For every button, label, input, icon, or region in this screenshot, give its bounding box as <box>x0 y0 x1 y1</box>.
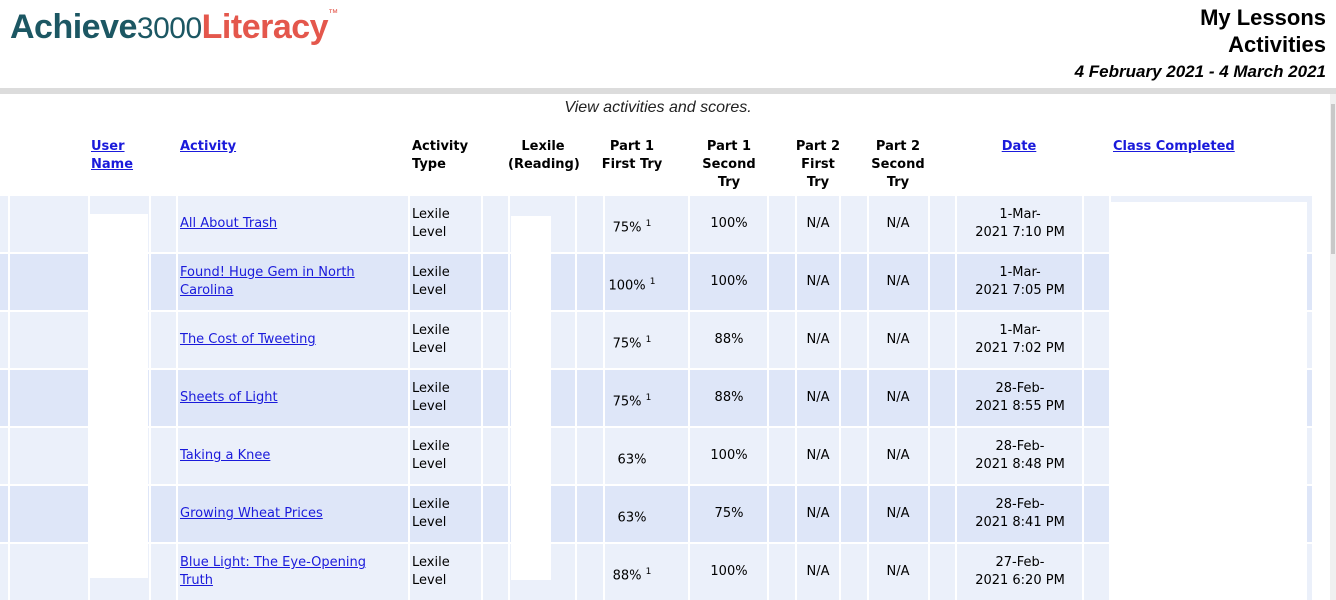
column-separator <box>481 196 483 600</box>
part2-second-score: N/A <box>886 390 910 405</box>
column-separator <box>767 196 769 600</box>
part2-first-score: N/A <box>806 564 830 579</box>
column-separator <box>575 196 577 600</box>
table-row: The Cost of Tweeting Lexile Level 75% 1 … <box>0 312 1312 368</box>
col-header-activity[interactable]: Activity <box>180 139 237 154</box>
column-separator <box>176 196 178 600</box>
col-header-part2-second: Part 2 Second Try <box>871 139 925 190</box>
part1-first-score: 100% 1 <box>608 277 656 294</box>
part2-first-score: N/A <box>806 274 830 289</box>
activity-type: Lexile Level <box>412 555 450 588</box>
column-separator <box>928 196 930 600</box>
col-header-part1-first: Part 1 First Try <box>601 139 663 172</box>
part2-second-score: N/A <box>886 274 910 289</box>
part2-first-score: N/A <box>806 216 830 231</box>
part1-first-score: 75% 1 <box>612 335 652 352</box>
part1-second-score: 100% <box>710 448 748 463</box>
scrollbar-thumb[interactable] <box>1331 104 1335 254</box>
report-header: My Lessons Activities 4 February 2021 - … <box>1075 4 1326 82</box>
redacted-lexile-values <box>511 216 551 580</box>
column-separator <box>795 196 797 600</box>
date-cell: 27-Feb- 2021 6:20 PM <box>975 555 1065 588</box>
part1-second-score: 100% <box>710 274 748 289</box>
col-header-class-completed[interactable]: Class Completed <box>1113 139 1235 154</box>
column-separator <box>1109 196 1111 600</box>
part2-first-score: N/A <box>806 448 830 463</box>
part1-first-score: 75% 1 <box>612 393 652 410</box>
column-separator <box>603 196 605 600</box>
date-cell: 1-Mar- 2021 7:10 PM <box>975 207 1065 240</box>
part1-second-score: 88% <box>714 332 744 347</box>
part2-second-score: N/A <box>886 332 910 347</box>
activity-type: Lexile Level <box>412 323 450 356</box>
redacted-class-completed <box>1111 202 1307 600</box>
table-row: Taking a Knee Lexile Level 63% 100% N/A … <box>0 428 1312 484</box>
activity-type: Lexile Level <box>412 439 450 472</box>
column-separator <box>955 196 957 600</box>
column-separator <box>508 196 510 600</box>
activity-type: Lexile Level <box>412 207 450 240</box>
activity-type: Lexile Level <box>412 265 450 298</box>
activity-type: Lexile Level <box>412 381 450 414</box>
table-row: Growing Wheat Prices Lexile Level 63% 75… <box>0 486 1312 542</box>
table-row: Found! Huge Gem in North Carolina Lexile… <box>0 254 1312 310</box>
part2-second-score: N/A <box>886 216 910 231</box>
date-cell: 1-Mar- 2021 7:05 PM <box>975 265 1065 298</box>
part1-second-score: 100% <box>710 564 748 579</box>
activity-type: Lexile Level <box>412 497 450 530</box>
part2-first-score: N/A <box>806 506 830 521</box>
column-separator <box>688 196 690 600</box>
part1-second-score: 100% <box>710 216 748 231</box>
col-header-part2-first: Part 2 First Try <box>795 139 841 190</box>
column-separator <box>867 196 869 600</box>
column-separator <box>149 196 151 600</box>
part2-second-score: N/A <box>886 448 910 463</box>
date-cell: 28-Feb- 2021 8:48 PM <box>975 439 1065 472</box>
column-separator <box>8 196 10 600</box>
col-header-lexile: Lexile (Reading) <box>508 139 580 172</box>
table-row: Sheets of Light Lexile Level 75% 1 88% N… <box>0 370 1312 426</box>
header-divider <box>0 88 1336 94</box>
activity-link[interactable]: Growing Wheat Prices <box>180 506 323 521</box>
part1-first-score: 63% <box>617 510 647 526</box>
col-header-date[interactable]: Date <box>1001 139 1037 154</box>
col-header-user-name[interactable]: User Name <box>91 139 134 172</box>
part1-first-score: 75% 1 <box>612 219 652 236</box>
activity-link[interactable]: Sheets of Light <box>180 390 278 405</box>
redacted-user-names <box>90 214 148 578</box>
table-row: Blue Light: The Eye-Opening Truth Lexile… <box>0 544 1312 600</box>
part2-second-score: N/A <box>886 506 910 521</box>
activity-link[interactable]: All About Trash <box>180 216 278 231</box>
date-range: 4 February 2021 - 4 March 2021 <box>1074 62 1326 81</box>
column-separator <box>1082 196 1084 600</box>
part2-first-score: N/A <box>806 332 830 347</box>
part1-second-score: 75% <box>714 506 744 521</box>
col-header-part1-second: Part 1 Second Try <box>702 139 756 190</box>
date-cell: 28-Feb- 2021 8:55 PM <box>975 381 1065 414</box>
date-cell: 28-Feb- 2021 8:41 PM <box>975 497 1065 530</box>
activity-link[interactable]: Found! Huge Gem in North Carolina <box>180 265 355 298</box>
activity-link[interactable]: Blue Light: The Eye-Opening Truth <box>180 555 366 588</box>
part1-first-score: 88% 1 <box>612 567 652 584</box>
part1-second-score: 88% <box>714 390 744 405</box>
table-row: All About Trash Lexile Level 75% 1 100% … <box>0 196 1312 252</box>
part1-first-score: 63% <box>617 452 647 468</box>
column-separator <box>88 196 90 600</box>
activity-link[interactable]: Taking a Knee <box>180 448 271 463</box>
activity-link[interactable]: The Cost of Tweeting <box>180 332 316 347</box>
part2-second-score: N/A <box>886 564 910 579</box>
report-title: My Lessons <box>1200 5 1326 30</box>
report-subtitle: Activities <box>1228 32 1326 57</box>
vertical-scrollbar[interactable] <box>1330 94 1336 600</box>
column-separator <box>408 196 410 600</box>
table-caption: View activities and scores. <box>564 99 752 116</box>
achieve3000-logo: Achieve3000Literacy™ <box>10 8 338 46</box>
col-header-activity-type: Activity Type <box>412 139 469 172</box>
date-cell: 1-Mar- 2021 7:02 PM <box>975 323 1065 356</box>
part2-first-score: N/A <box>806 390 830 405</box>
column-separator <box>839 196 841 600</box>
